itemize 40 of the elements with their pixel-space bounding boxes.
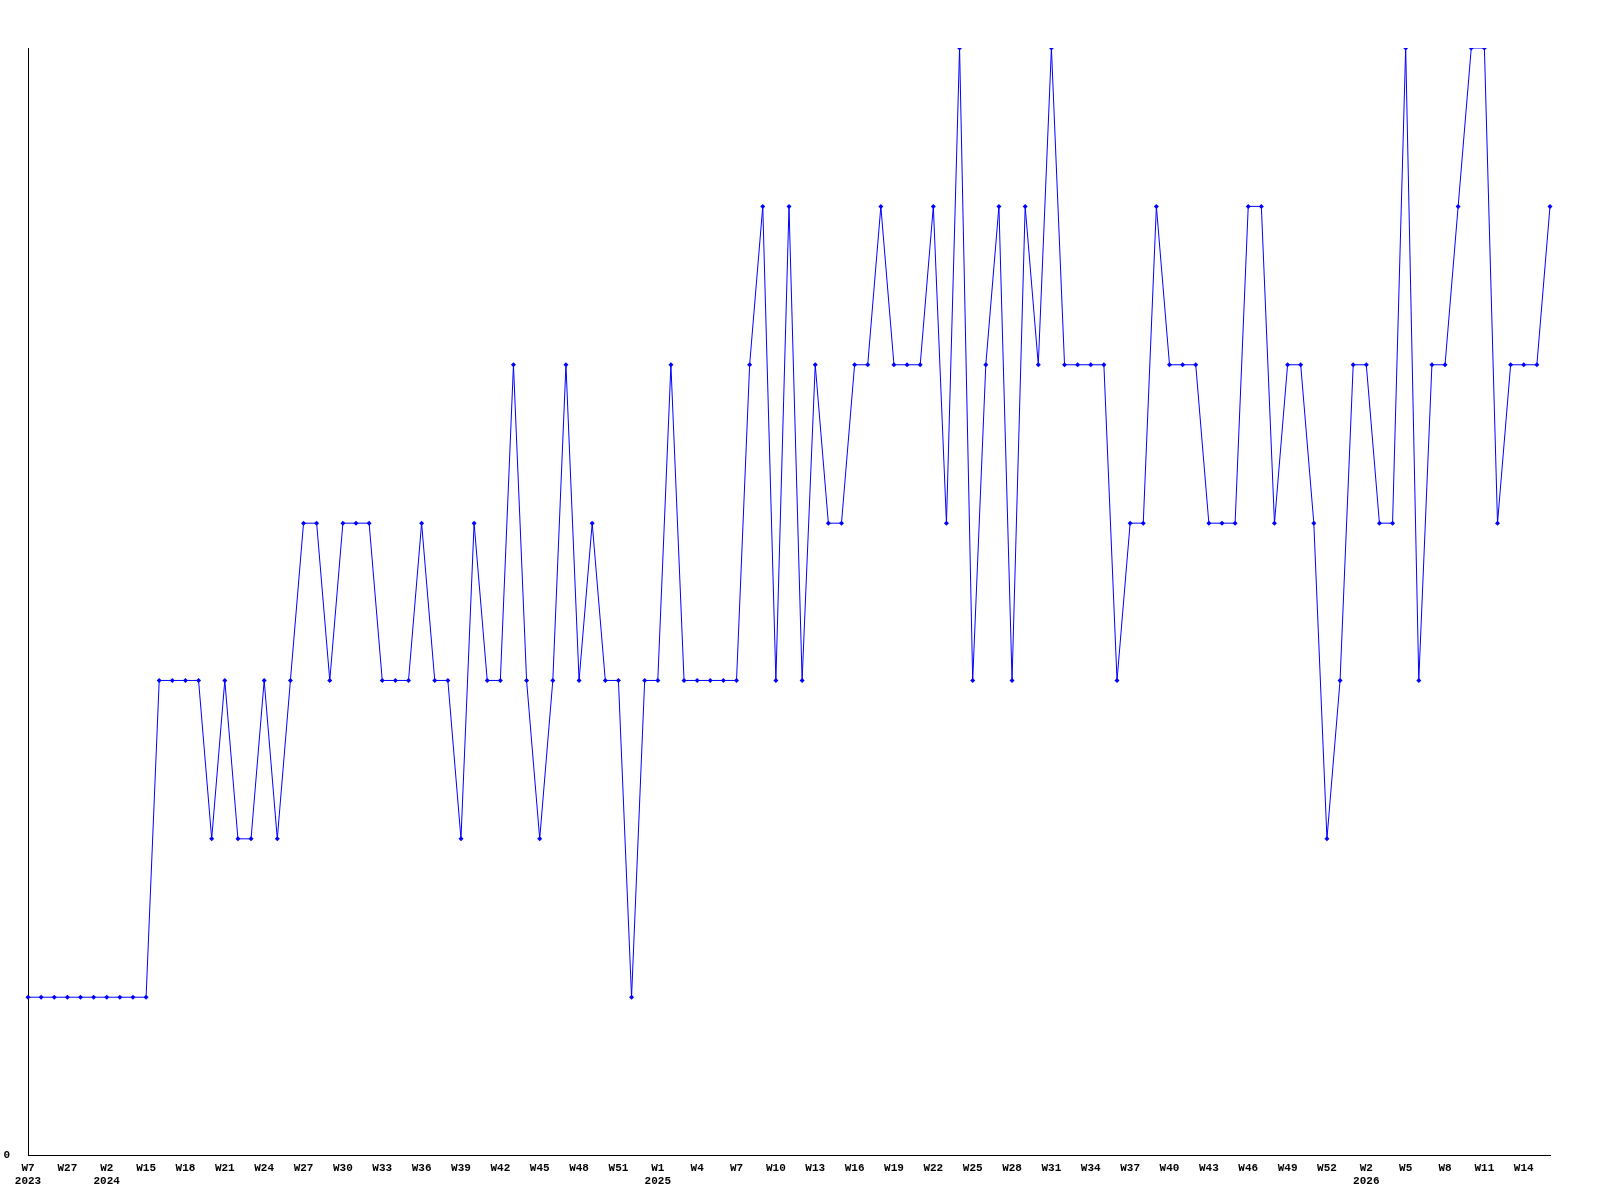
x-tick-label: W43 <box>1198 1161 1220 1174</box>
x-tick-label: W15 <box>136 1161 157 1174</box>
x-tick-label: W31 <box>1041 1161 1062 1174</box>
x-tick-label: W36 <box>411 1161 432 1174</box>
x-tick-label: W8 <box>1438 1161 1453 1174</box>
x-tick-label: W2 2026 <box>1353 1161 1380 1188</box>
x-tick-label: W24 <box>254 1161 275 1174</box>
x-tick-label: W27 <box>293 1161 314 1174</box>
x-tick-label: W28 <box>1002 1161 1023 1174</box>
x-tick-label: W52 <box>1317 1161 1337 1174</box>
x-tick-label: W42 <box>490 1161 511 1174</box>
x-tick-label: W21 <box>214 1161 236 1174</box>
x-tick-label: W37 <box>1120 1161 1141 1174</box>
x-tick-label: W18 <box>175 1161 196 1174</box>
x-tick-label: W19 <box>884 1161 904 1174</box>
x-tick-label: W51 <box>608 1161 629 1174</box>
x-tick-label: W10 <box>765 1161 786 1174</box>
x-tick-label: W34 <box>1080 1161 1102 1174</box>
x-tick-label: W11 <box>1474 1161 1495 1174</box>
x-tick-label: W33 <box>372 1161 393 1174</box>
x-tick-label: W30 <box>332 1161 353 1174</box>
text: 0 <box>3 1149 10 1162</box>
x-tick-label: W7 2023 <box>14 1161 42 1188</box>
x-tick-label: W49 <box>1277 1161 1298 1174</box>
x-tick-label: W4 <box>690 1161 705 1174</box>
x-tick-label: W5 <box>1399 1161 1413 1174</box>
x-tick-label: W39 <box>451 1161 471 1174</box>
x-tick-label: W48 <box>569 1161 590 1174</box>
x-tick-label: W16 <box>844 1161 865 1174</box>
x-tick-label: W2 2024 <box>93 1161 121 1188</box>
x-tick-label: W46 <box>1238 1161 1259 1174</box>
x-tick-label: W7 <box>729 1161 744 1174</box>
x-tick-label: W27 <box>57 1161 78 1174</box>
x-tick-label: W45 <box>529 1161 550 1174</box>
x-tick-label: W22 <box>923 1161 944 1174</box>
x-tick-label: W25 <box>962 1161 983 1174</box>
x-tick-label: W13 <box>805 1161 826 1174</box>
x-tick-label: W14 <box>1513 1161 1535 1174</box>
x-tick-label: W40 <box>1159 1161 1180 1174</box>
x-tick-label: W1 2025 <box>644 1161 672 1188</box>
